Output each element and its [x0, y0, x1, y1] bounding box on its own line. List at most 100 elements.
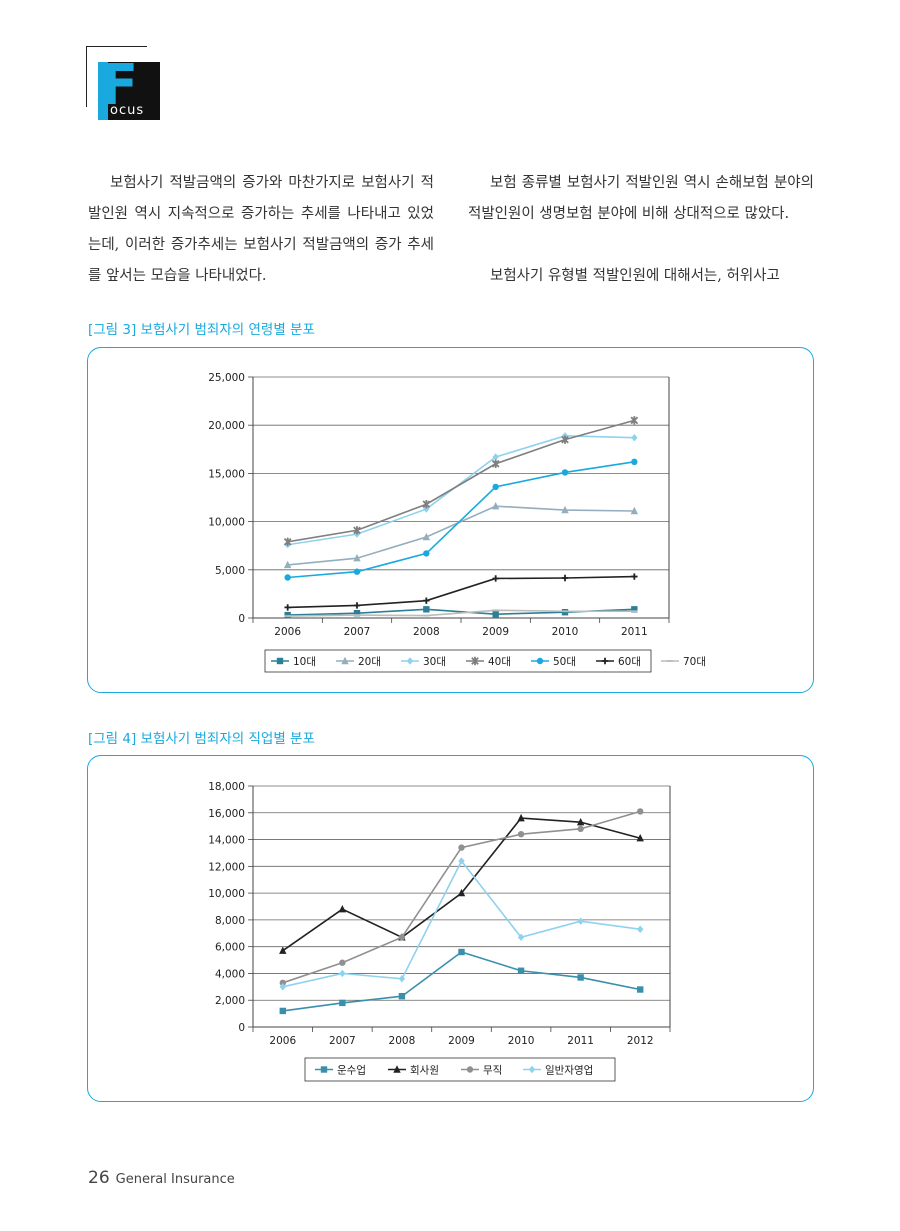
legend-marker — [536, 657, 544, 665]
figure-3-title: [그림 3] 보험사기 범죄자의 연령별 분포 — [88, 322, 315, 338]
page-number: 26 — [88, 1168, 110, 1188]
right-column: 보험 종류별 보험사기 적발인원 역시 손해보험 분야의 적발인원이 생명보험 … — [468, 168, 814, 292]
data-point — [279, 979, 286, 987]
data-point — [423, 597, 430, 604]
data-point — [637, 986, 644, 993]
data-point — [279, 946, 287, 954]
data-point — [339, 999, 346, 1007]
right-paragraph-1: 보험 종류별 보험사기 적발인원 역시 손해보험 분야의 적발인원이 생명보험 … — [468, 175, 814, 222]
y-tick-label: 16,000 — [208, 808, 245, 820]
legend-marker — [528, 1065, 536, 1074]
series-line — [282, 951, 641, 1012]
data-point — [353, 568, 361, 575]
data-point — [279, 1007, 286, 1015]
y-tick-label: 0 — [238, 1022, 245, 1034]
legend-label: 70대 — [683, 656, 706, 668]
legend-label: 50대 — [553, 656, 576, 668]
page-footer: 26 General Insurance — [88, 1168, 235, 1188]
data-point — [353, 609, 361, 617]
legend-label: 30대 — [423, 656, 446, 668]
legend-label: 회사원 — [410, 1065, 439, 1077]
data-point — [577, 917, 584, 925]
x-tick-label: 2007 — [329, 1035, 356, 1047]
data-point — [517, 813, 525, 822]
data-point — [423, 550, 430, 557]
y-tick-label: 10,000 — [208, 888, 245, 900]
y-tick-label: 10,000 — [208, 517, 245, 529]
data-point — [423, 505, 430, 513]
x-tick-label: 2011 — [621, 626, 648, 638]
x-tick-label: 2009 — [448, 1035, 475, 1047]
data-point — [423, 606, 430, 613]
logo-frame — [86, 46, 147, 107]
y-tick-label: 15,000 — [208, 468, 245, 480]
y-tick-label: 4,000 — [215, 968, 245, 980]
data-point — [422, 500, 431, 509]
legend-marker — [406, 657, 414, 665]
data-point — [398, 975, 406, 983]
series-line — [282, 859, 641, 988]
publication-name: General Insurance — [115, 1172, 235, 1187]
y-tick-label: 14,000 — [208, 835, 245, 847]
legend-marker — [320, 1066, 328, 1073]
data-point — [284, 574, 291, 581]
figure-4-title: [그림 4] 보험사기 범죄자의 직업별 분포 — [88, 731, 315, 747]
data-point — [637, 925, 644, 933]
legend-label: 20대 — [358, 656, 381, 668]
y-tick-label: 5,000 — [215, 565, 245, 577]
series-line — [282, 810, 641, 984]
data-point — [422, 532, 431, 541]
data-point — [630, 506, 639, 515]
data-point — [517, 831, 525, 838]
y-tick-label: 6,000 — [215, 942, 245, 954]
data-point — [398, 993, 406, 1000]
data-point — [353, 554, 361, 562]
x-tick-label: 2008 — [413, 626, 440, 638]
logo-box — [98, 62, 160, 120]
series-line — [287, 505, 635, 566]
legend-label: 10대 — [293, 656, 316, 668]
y-tick-label: 25,000 — [208, 372, 245, 384]
series-line — [287, 461, 635, 579]
data-point — [561, 609, 569, 616]
legend-label: 40대 — [488, 656, 511, 668]
legend-label: 60대 — [618, 656, 641, 668]
legend-marker — [341, 656, 349, 665]
x-tick-label: 2010 — [508, 1035, 535, 1047]
legend-box — [304, 1057, 616, 1082]
y-tick-label: 12,000 — [208, 861, 245, 873]
data-point — [353, 602, 361, 609]
series-line — [287, 575, 635, 609]
legend-label: 일반자영업 — [545, 1064, 593, 1077]
legend-marker — [466, 1066, 474, 1073]
data-point — [577, 825, 584, 833]
data-point — [637, 808, 644, 815]
data-point — [339, 969, 346, 978]
y-tick-label: 18,000 — [208, 781, 245, 793]
data-point — [491, 459, 500, 468]
legend-label: 무직 — [483, 1065, 502, 1077]
series-line — [287, 609, 635, 617]
data-point — [561, 469, 569, 476]
data-point — [517, 967, 525, 974]
data-point — [561, 435, 569, 444]
figure-4-box: 0 2,000 4,000 6,000 8,000 10,000 12,000 14,000 1… — [87, 755, 814, 1102]
data-point — [284, 604, 291, 611]
x-tick-label: 2009 — [482, 626, 509, 638]
legend-label: 운수업 — [337, 1064, 366, 1077]
series-line — [287, 435, 635, 546]
data-point — [577, 974, 584, 981]
data-point — [283, 560, 292, 569]
data-point — [561, 574, 569, 582]
series-line — [287, 419, 635, 543]
age-distribution-chart: 0 5,000 10,000 15,000 20,000 25,000 2006 2007 20… — [208, 372, 706, 673]
legend-box — [264, 649, 652, 673]
x-tick-label: 2008 — [389, 1035, 416, 1047]
data-point — [339, 959, 346, 966]
legend-marker — [471, 656, 479, 666]
left-paragraph: 보험사기 적발금액의 증가와 마찬가지로 보험사기 적발인원 역시 지속적으로 … — [88, 175, 434, 284]
data-point — [492, 575, 499, 582]
y-tick-label: 0 — [238, 613, 245, 625]
data-point — [353, 526, 361, 535]
data-point — [561, 505, 569, 514]
